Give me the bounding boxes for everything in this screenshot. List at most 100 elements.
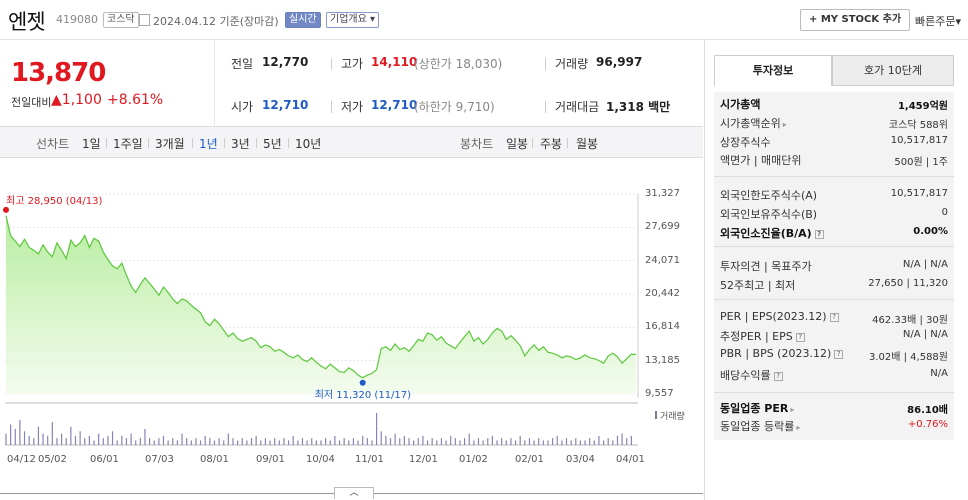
volume-bar	[269, 440, 271, 445]
volume-bar	[10, 424, 12, 445]
help-icon[interactable]: ?	[773, 371, 783, 381]
section-divider	[714, 392, 954, 393]
realtime-button[interactable]: 실시간	[285, 12, 321, 28]
invest-row-label[interactable]: 동일업종 PER ▸	[720, 402, 795, 415]
invest-row-value: 코스닥 588위	[888, 120, 948, 131]
volume-bar	[162, 435, 165, 445]
volume-bar	[612, 440, 614, 445]
x-tick-label: 03/04	[566, 454, 595, 465]
volume-bar	[153, 440, 155, 445]
volume-bar	[426, 440, 429, 445]
x-tick-label: 08/01	[200, 454, 229, 465]
help-icon[interactable]: ?	[834, 349, 844, 359]
volume-bar	[565, 438, 568, 445]
volume-bar	[338, 440, 341, 445]
invest-row-label: 외국인소진율(B/A)?	[720, 225, 824, 241]
chevron-right-icon: ▸	[790, 405, 795, 414]
range-10y[interactable]: 10년	[295, 137, 322, 151]
volume-bar	[149, 438, 151, 445]
volume-bar	[88, 435, 90, 445]
calendar-icon	[139, 14, 150, 26]
divider	[331, 58, 332, 70]
volume-bar	[190, 440, 192, 445]
x-tick-label: 05/02	[38, 454, 67, 465]
invest-row-value: +0.76%	[907, 419, 948, 430]
quick-order-button[interactable]: 빠른주문▾	[915, 15, 962, 28]
range-1d[interactable]: 1일	[82, 137, 101, 151]
invest-row-label: 외국인한도주식수(A)	[720, 189, 818, 202]
add-my-stock-button[interactable]: + MY STOCK 추가	[800, 9, 911, 31]
volume-bar	[389, 438, 392, 445]
chart-range-bar	[0, 126, 703, 158]
candle-day[interactable]: 일봉	[506, 137, 529, 151]
invest-row-value: N/A | N/A	[902, 329, 948, 340]
volume-bar	[186, 438, 188, 445]
divider	[545, 58, 546, 70]
prev-close-label: 전일	[231, 57, 254, 71]
help-icon[interactable]: ?	[814, 229, 824, 239]
volume-bar	[28, 435, 30, 445]
volume-bar	[51, 422, 53, 445]
candle-month[interactable]: 월봉	[576, 137, 599, 151]
volume-bar	[403, 435, 405, 445]
range-1w[interactable]: 1주일	[113, 137, 143, 151]
y-tick-label: 20,442	[645, 288, 680, 299]
volume-bar	[98, 433, 100, 445]
candle-week[interactable]: 주봉	[540, 137, 563, 151]
tab-invest-info[interactable]: 투자정보	[714, 55, 832, 86]
invest-row-label: 시가총액	[720, 98, 761, 111]
volume-bar	[510, 438, 512, 445]
price-line	[5, 215, 637, 379]
stock-header	[0, 0, 968, 40]
volume-bar	[514, 440, 517, 445]
range-3m[interactable]: 3개월	[155, 137, 185, 151]
chevron-right-icon: ▸	[796, 423, 801, 432]
volume-bar	[352, 438, 355, 445]
invest-row-label: 추정PER | EPS?	[720, 328, 805, 344]
volume-bar	[589, 438, 591, 445]
volume-bar	[334, 435, 336, 445]
collapse-button[interactable]: ︿	[334, 487, 374, 499]
volume-value: 96,997	[596, 55, 643, 69]
volume-bar	[385, 435, 387, 445]
volume-bar	[436, 440, 438, 445]
invest-row-label[interactable]: 동일업종 등락률 ▸	[720, 420, 801, 433]
volume-bar	[213, 440, 216, 445]
range-5y[interactable]: 5년	[263, 137, 282, 151]
price-chart[interactable]: 최고 28,950 (04/13) 최저 11,320 (11/17) 거래량	[0, 158, 703, 500]
invest-row-value: 10,517,817	[890, 135, 948, 146]
y-tick-label: 16,814	[645, 321, 680, 333]
volume-bar	[260, 440, 262, 445]
volume-bar	[232, 438, 234, 445]
volume-bar	[287, 440, 290, 445]
help-icon[interactable]: ?	[829, 312, 839, 322]
volume-bar	[422, 435, 424, 445]
invest-row-value: 500원 | 1주	[894, 157, 948, 168]
volume-bar	[14, 429, 16, 445]
divider	[148, 138, 149, 148]
volume-bar	[209, 438, 211, 445]
divider	[224, 138, 225, 148]
volume-bar	[431, 438, 433, 445]
volume-bar	[325, 438, 327, 445]
dropdown-icon: ▾	[955, 15, 962, 28]
volume-bar	[292, 435, 294, 445]
volume-bar	[454, 438, 456, 445]
help-icon[interactable]: ?	[795, 332, 805, 342]
range-3y[interactable]: 3년	[231, 137, 250, 151]
volume-bar	[533, 440, 535, 445]
x-tick-label: 12/01	[409, 454, 438, 465]
divider	[567, 138, 568, 148]
tab-order-book[interactable]: 호가 10단계	[832, 55, 954, 86]
volume-bar	[584, 440, 586, 445]
invest-row-value: 86.10배	[907, 405, 948, 416]
invest-row-label[interactable]: 시가총액순위 ▸	[720, 117, 787, 130]
company-info-button[interactable]: 기업개요 ▾	[326, 12, 380, 28]
volume-bar	[621, 433, 623, 445]
range-1y[interactable]: 1년	[199, 137, 218, 151]
volume-bar	[329, 440, 331, 445]
invest-row-label: 액면가 | 매매단위	[720, 154, 802, 167]
volume-bar	[246, 440, 248, 445]
invest-row-label: 외국인보유주식수(B)	[720, 208, 818, 221]
volume-bar	[524, 440, 526, 445]
